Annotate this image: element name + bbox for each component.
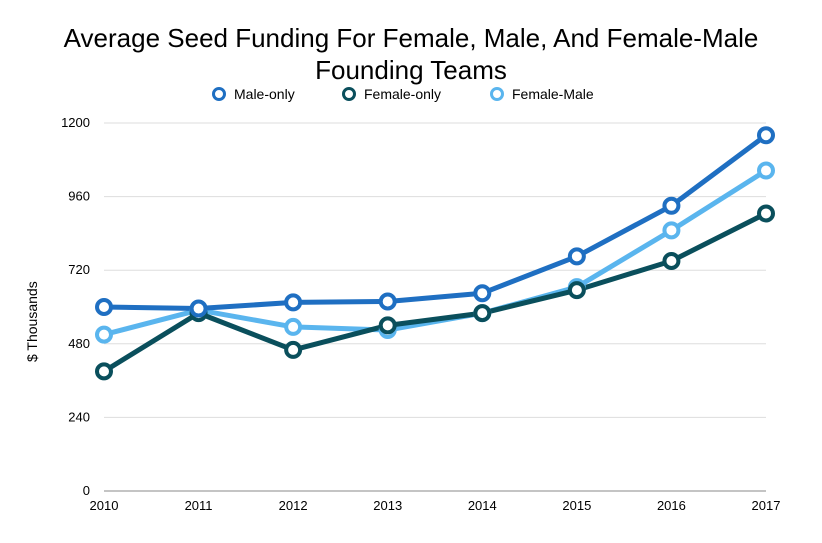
x-tick-label: 2016 [657,498,686,513]
x-tick-label: 2017 [752,498,781,513]
legend: Male-only Female-only Female-Male [0,86,822,106]
legend-item-male-only: Male-only [212,86,295,102]
data-point-female-male [757,161,775,180]
legend-label-male-only: Male-only [234,86,295,102]
x-tick-label: 2014 [468,498,497,513]
legend-item-female-male: Female-Male [490,86,594,102]
data-point-male-only [378,292,397,311]
legend-item-female-only: Female-only [342,86,441,102]
data-point-male-only [284,293,303,312]
data-point-female-male [95,325,113,344]
data-point-female-only [567,281,586,300]
data-point-female-only [378,316,397,335]
legend-label-female-male: Female-Male [512,86,594,102]
y-tick-label: 480 [68,336,90,351]
x-tick-label: 2011 [185,498,213,513]
legend-marker-female-male [490,87,504,101]
data-point-male-only [757,126,775,145]
data-point-male-only [662,196,681,215]
data-point-female-only [95,362,113,381]
y-tick-label: 0 [83,483,90,498]
data-point-male-only [95,298,113,316]
y-tick-label: 1200 [61,115,90,130]
x-tick-label: 2015 [562,498,591,513]
x-tick-label: 2013 [373,498,402,513]
y-tick-label: 240 [68,409,90,424]
data-point-female-only [284,340,303,359]
series-line-female-only [101,210,769,374]
data-point-female-male [284,317,303,336]
series-line-male-only [101,132,769,312]
data-point-female-only [473,304,492,323]
chart-title: Average Seed Funding For Female, Male, A… [63,23,759,85]
data-point-female-male [662,221,681,240]
y-tick-label: 960 [68,189,90,204]
data-point-male-only [189,299,208,318]
y-tick-label: 720 [68,262,90,277]
legend-marker-male-only [212,87,226,101]
x-tick-label: 2012 [279,498,308,513]
data-point-female-only [662,252,681,270]
data-point-female-only [757,204,775,223]
legend-label-female-only: Female-only [364,86,442,102]
legend-marker-female-only [342,87,356,101]
data-point-male-only [473,284,492,303]
data-point-male-only [567,247,586,266]
x-tick-label: 2010 [90,498,119,513]
